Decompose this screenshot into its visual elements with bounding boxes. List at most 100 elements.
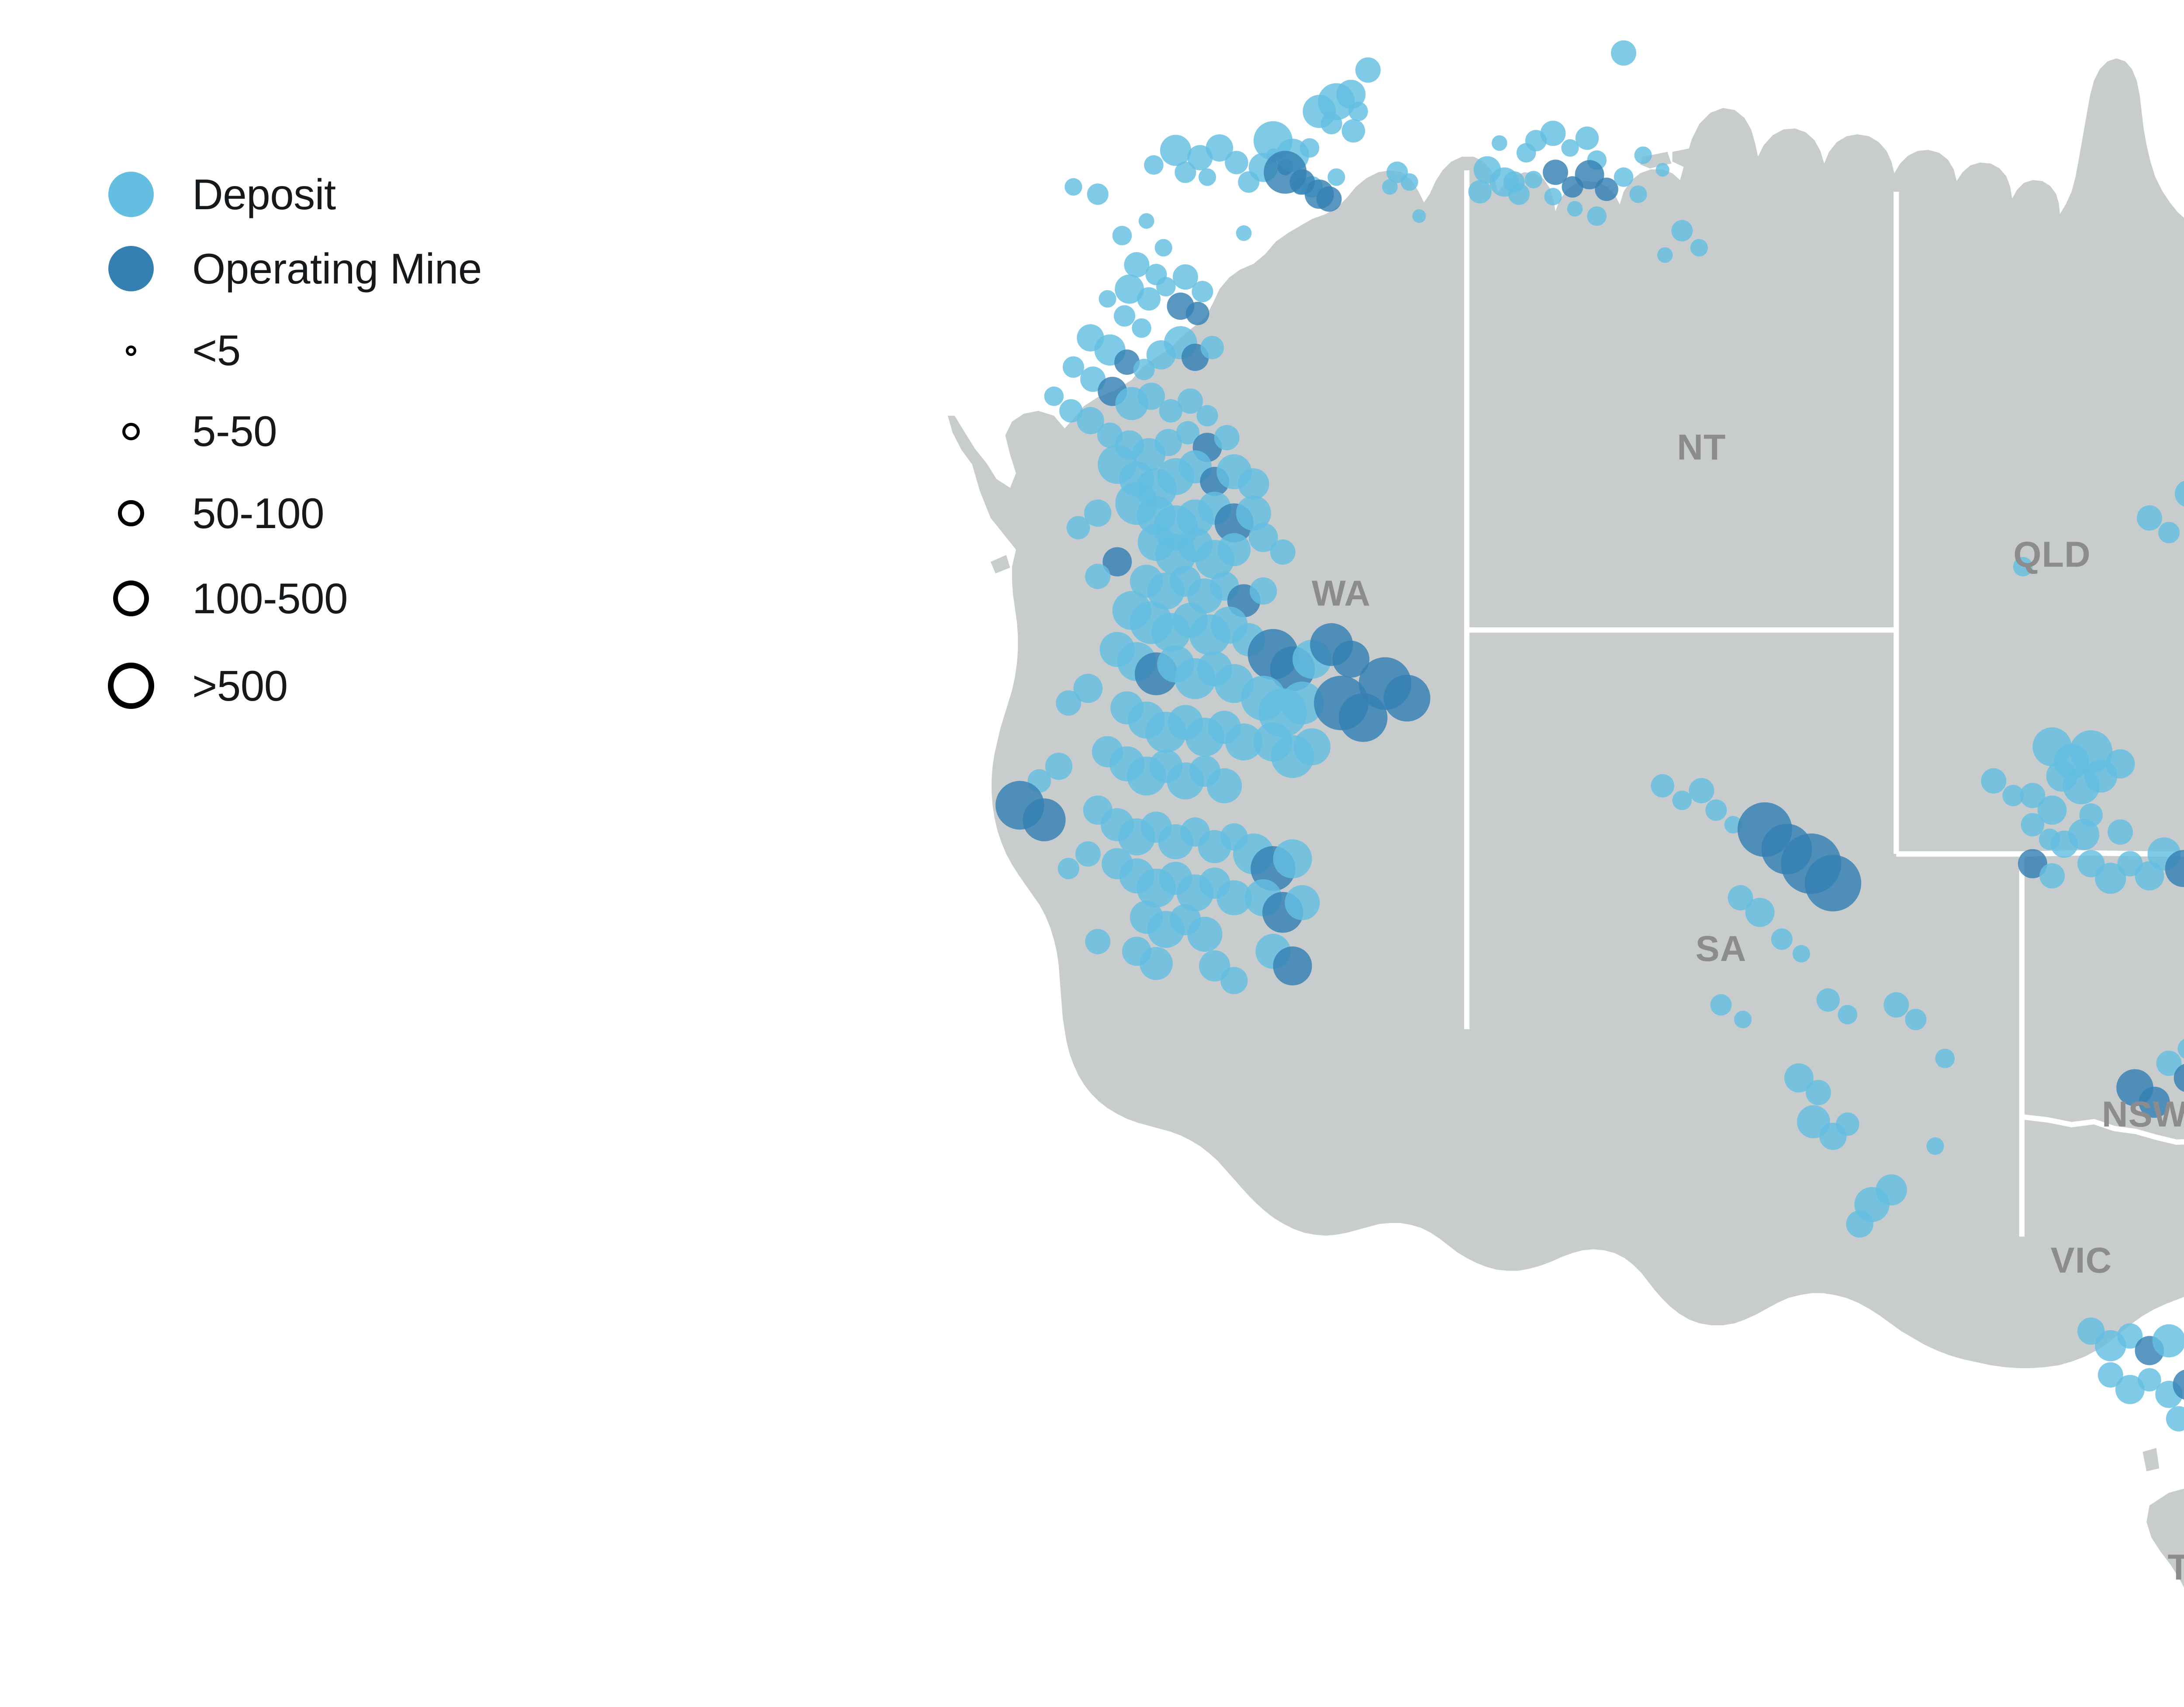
mine-bubble[interactable] bbox=[1273, 946, 1312, 985]
mine-bubble[interactable] bbox=[1412, 209, 1426, 223]
mine-bubble[interactable] bbox=[2177, 1038, 2184, 1059]
mine-bubble[interactable] bbox=[1544, 188, 1562, 206]
mine-bubble[interactable] bbox=[2138, 1368, 2161, 1392]
mine-bubble[interactable] bbox=[1587, 206, 1607, 226]
mine-bubble[interactable] bbox=[2068, 819, 2100, 850]
mine-bubble[interactable] bbox=[2108, 819, 2133, 845]
mine-bubble[interactable] bbox=[1144, 155, 1164, 175]
mine-bubble[interactable] bbox=[1382, 179, 1398, 195]
mine-bubble[interactable] bbox=[2095, 863, 2126, 894]
mine-bubble[interactable] bbox=[1220, 967, 1248, 995]
mine-bubble[interactable] bbox=[1508, 183, 1530, 205]
mine-bubble[interactable] bbox=[1140, 947, 1173, 980]
mine-bubble[interactable] bbox=[2018, 849, 2047, 878]
mine-bubble[interactable] bbox=[1114, 349, 1140, 375]
mine-bubble[interactable] bbox=[1629, 185, 1647, 203]
mine-bubble[interactable] bbox=[1671, 220, 1693, 242]
mine-bubble[interactable] bbox=[1113, 305, 1136, 327]
mine-bubble[interactable] bbox=[1672, 791, 1692, 810]
mine-bubble[interactable] bbox=[1156, 277, 1176, 297]
mine-bubble[interactable] bbox=[1792, 945, 1810, 963]
mine-bubble[interactable] bbox=[1056, 690, 1082, 716]
mine-bubble[interactable] bbox=[1099, 290, 1116, 308]
mine-bubble[interactable] bbox=[1044, 386, 1064, 406]
mine-bubble[interactable] bbox=[1846, 1210, 1873, 1238]
mine-bubble[interactable] bbox=[1206, 134, 1234, 162]
mine-bubble[interactable] bbox=[1689, 778, 1714, 804]
mine-bubble[interactable] bbox=[1905, 1009, 1927, 1030]
mine-bubble[interactable] bbox=[1085, 563, 1111, 589]
mine-bubble[interactable] bbox=[1045, 753, 1073, 780]
mine-bubble[interactable] bbox=[1575, 160, 1604, 190]
mine-bubble[interactable] bbox=[1320, 113, 1342, 135]
mine-bubble[interactable] bbox=[2002, 784, 2024, 806]
mine-bubble[interactable] bbox=[1023, 798, 1066, 842]
mine-bubble[interactable] bbox=[1400, 173, 1418, 191]
australia-bubble-map[interactable]: WA NT QLD SA NSW VIC TAS bbox=[743, 26, 2184, 1682]
mine-bubble[interactable] bbox=[1236, 225, 1252, 241]
mine-bubble[interactable] bbox=[2115, 1375, 2145, 1404]
mine-bubble[interactable] bbox=[1154, 239, 1172, 257]
mine-bubble[interactable] bbox=[1567, 201, 1583, 217]
mine-bubble[interactable] bbox=[1137, 382, 1165, 410]
mine-bubble[interactable] bbox=[1133, 359, 1155, 380]
mine-bubble[interactable] bbox=[2020, 783, 2046, 809]
mine-bubble[interactable] bbox=[2039, 863, 2065, 889]
mine-bubble[interactable] bbox=[2139, 1086, 2170, 1118]
mine-bubble[interactable] bbox=[1705, 799, 1727, 821]
mine-bubble[interactable] bbox=[1187, 916, 1223, 952]
mine-bubble[interactable] bbox=[1543, 159, 1568, 185]
mine-bubble[interactable] bbox=[1657, 247, 1673, 263]
mine-bubble[interactable] bbox=[1102, 547, 1132, 577]
mine-bubble[interactable] bbox=[1327, 168, 1345, 186]
mine-bubble[interactable] bbox=[2013, 557, 2033, 577]
mine-bubble[interactable] bbox=[1137, 287, 1161, 311]
mine-bubble[interactable] bbox=[1216, 880, 1252, 916]
mine-bubble[interactable] bbox=[2021, 813, 2045, 836]
mine-bubble[interactable] bbox=[1784, 1063, 1814, 1093]
mine-bubble[interactable] bbox=[1734, 1010, 1752, 1029]
mine-bubble[interactable] bbox=[1289, 169, 1315, 195]
legend-item-size-5-50[interactable]: 5-50 bbox=[70, 391, 616, 472]
mine-bubble[interactable] bbox=[2136, 505, 2162, 531]
mine-bubble[interactable] bbox=[1332, 640, 1370, 678]
mine-bubble[interactable] bbox=[1198, 168, 1216, 186]
mine-bubble[interactable] bbox=[1214, 425, 1240, 450]
mine-bubble[interactable] bbox=[1935, 1048, 1955, 1068]
mine-bubble[interactable] bbox=[1200, 335, 1224, 359]
mine-bubble[interactable] bbox=[1575, 126, 1599, 150]
mine-bubble[interactable] bbox=[1064, 178, 1082, 196]
mine-bubble[interactable] bbox=[1154, 428, 1182, 456]
mine-bubble[interactable] bbox=[1836, 1112, 1859, 1136]
mine-bubble[interactable] bbox=[1077, 407, 1104, 435]
mine-bubble[interactable] bbox=[1383, 674, 1431, 722]
mine-bubble[interactable] bbox=[1805, 1080, 1831, 1106]
legend-item-operating-mine[interactable]: Operating Mine bbox=[70, 227, 616, 310]
mine-bubble[interactable] bbox=[1192, 280, 1213, 303]
mine-bubble[interactable] bbox=[1614, 167, 1634, 187]
mine-bubble[interactable] bbox=[1524, 171, 1542, 189]
mine-bubble[interactable] bbox=[2079, 803, 2103, 827]
mine-bubble[interactable] bbox=[1132, 318, 1151, 338]
mine-bubble[interactable] bbox=[1062, 356, 1084, 378]
mine-bubble[interactable] bbox=[1248, 523, 1278, 552]
legend-item-size-50-100[interactable]: 50-100 bbox=[70, 472, 616, 555]
mine-bubble[interactable] bbox=[1176, 421, 1200, 445]
mine-bubble[interactable] bbox=[2173, 1369, 2184, 1400]
mine-bubble[interactable] bbox=[1804, 855, 1862, 912]
mine-bubble[interactable] bbox=[1177, 388, 1203, 414]
legend-item-size-100-500[interactable]: 100-500 bbox=[70, 555, 616, 642]
mine-bubble[interactable] bbox=[1057, 857, 1079, 879]
mine-bubble[interactable] bbox=[1206, 768, 1242, 804]
mine-bubble[interactable] bbox=[1634, 146, 1652, 164]
mine-bubble[interactable] bbox=[1728, 885, 1753, 911]
mine-bubble[interactable] bbox=[2165, 850, 2184, 887]
mine-bubble[interactable] bbox=[2152, 1324, 2184, 1358]
mine-bubble[interactable] bbox=[1491, 135, 1507, 151]
mine-bubble[interactable] bbox=[1540, 121, 1566, 146]
mine-bubble[interactable] bbox=[1816, 988, 1840, 1012]
mine-bubble[interactable] bbox=[2174, 480, 2184, 507]
mine-bubble[interactable] bbox=[1690, 239, 1708, 257]
mine-bubble[interactable] bbox=[1651, 774, 1674, 798]
mine-bubble[interactable] bbox=[1710, 994, 1732, 1016]
